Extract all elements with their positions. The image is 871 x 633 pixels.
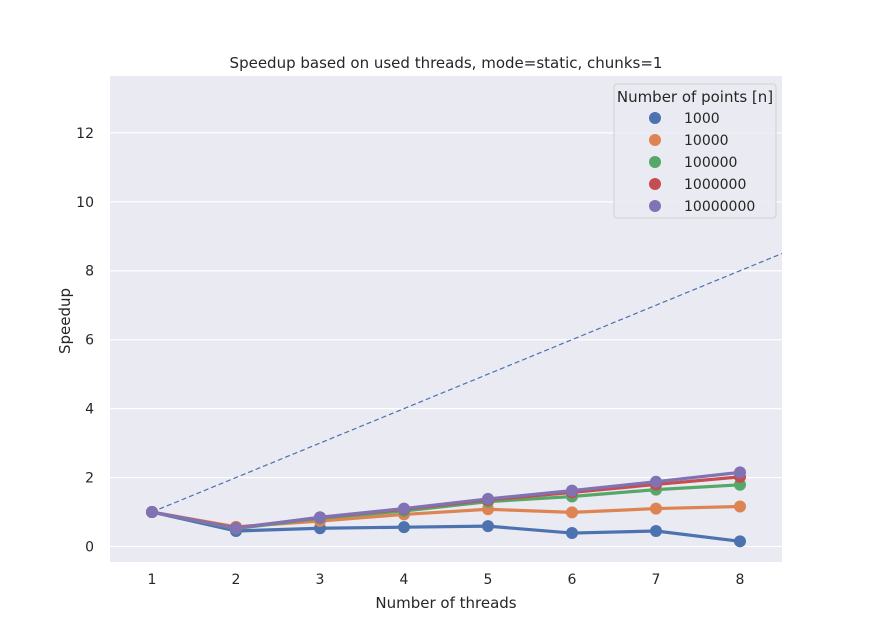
legend-label: 10000	[684, 133, 729, 149]
y-tick-label: 6	[85, 333, 94, 349]
y-axis-ticks: 0 2 4 6 8 10 12	[76, 126, 94, 556]
x-tick-label: 4	[400, 572, 409, 588]
x-axis-ticks: 1 2 3 4 5 6 7 8	[148, 572, 745, 588]
data-point	[566, 527, 578, 540]
legend-item: 10000000	[649, 199, 755, 215]
data-point	[566, 506, 578, 519]
y-tick-label: 8	[85, 264, 94, 280]
data-point	[650, 524, 662, 537]
reference-line-group	[151, 252, 783, 513]
x-tick-label: 8	[736, 572, 745, 588]
data-point	[146, 506, 158, 519]
y-tick-label: 0	[85, 539, 94, 555]
data-point	[734, 466, 746, 479]
legend-marker	[649, 112, 661, 124]
x-tick-label: 3	[316, 572, 325, 588]
x-tick-label: 2	[232, 572, 241, 588]
data-point	[734, 500, 746, 513]
data-point	[650, 475, 662, 488]
legend-title: Number of points [n]	[617, 88, 773, 106]
y-tick-label: 4	[85, 402, 94, 418]
legend-label: 10000000	[684, 199, 755, 215]
data-point	[650, 502, 662, 515]
y-tick-label: 10	[76, 195, 94, 211]
legend-item: 10000	[649, 133, 729, 149]
chart-title: Speedup based on used threads, mode=stat…	[230, 54, 663, 72]
legend-marker	[649, 134, 661, 146]
y-tick-label: 12	[76, 126, 94, 142]
legend-label: 100000	[684, 155, 737, 171]
data-point	[314, 511, 326, 524]
reference-line	[151, 252, 783, 513]
legend-marker	[649, 178, 661, 190]
data-point	[482, 520, 494, 533]
series-line	[150, 470, 742, 530]
y-tick-label: 2	[85, 471, 94, 487]
data-point	[398, 521, 410, 534]
legend-marker	[649, 200, 661, 212]
legend-item: 1000	[649, 111, 720, 127]
y-axis-label: Speedup	[56, 288, 74, 354]
series-line	[150, 510, 742, 543]
data-point	[230, 522, 242, 535]
data-point	[398, 502, 410, 515]
x-tick-label: 6	[568, 572, 577, 588]
x-tick-label: 7	[652, 572, 661, 588]
x-tick-label: 5	[484, 572, 493, 588]
x-tick-label: 1	[148, 572, 157, 588]
x-axis-label: Number of threads	[375, 594, 516, 612]
series-group	[146, 466, 746, 548]
legend-label: 1000000	[684, 177, 746, 193]
data-point	[734, 535, 746, 548]
legend-item: 100000	[649, 155, 737, 171]
legend-marker	[649, 156, 661, 168]
data-point	[482, 492, 494, 505]
series-10000000	[146, 466, 746, 535]
data-point	[566, 484, 578, 497]
legend-item: 1000000	[649, 177, 746, 193]
legend-items: 1000 10000 100000 1000000 10000000	[649, 111, 755, 215]
legend: Number of points [n] 1000100001000001000…	[613, 83, 777, 219]
legend-label: 1000	[684, 111, 720, 127]
